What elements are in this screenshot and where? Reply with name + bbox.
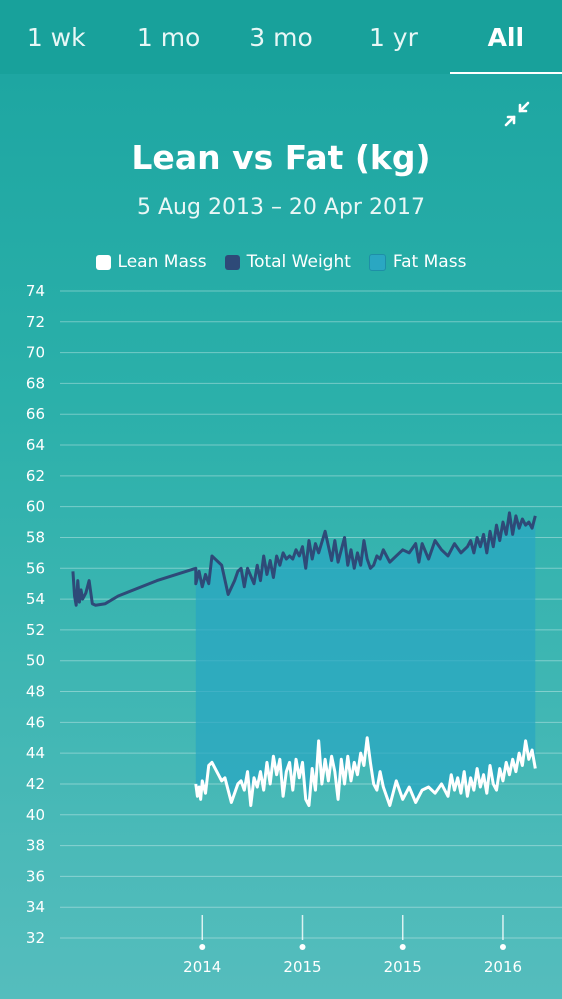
y-tick-label: 72	[26, 313, 45, 331]
legend-fat-mass: Fat Mass	[368, 252, 467, 272]
y-tick-label: 56	[26, 559, 45, 577]
chart-date-range: 5 Aug 2013 – 20 Apr 2017	[137, 195, 425, 220]
y-tick-label: 52	[26, 621, 45, 639]
x-tick-label: 2015	[283, 958, 321, 976]
x-tick-dot	[499, 944, 506, 950]
y-tick-label: 68	[26, 374, 45, 392]
x-tick-label: 2016	[484, 958, 522, 976]
chart-title: Lean vs Fat (kg)	[131, 138, 431, 177]
total-weight-line	[71, 511, 537, 607]
collapse-arrows-icon[interactable]	[500, 97, 534, 131]
x-tick-dot	[299, 944, 306, 950]
y-tick-label: 32	[26, 929, 45, 947]
tab-1mo[interactable]: 1 mo	[136, 22, 201, 52]
y-tick-label: 38	[26, 837, 45, 855]
y-tick-label: 58	[26, 528, 45, 546]
legend-lean-mass: Lean Mass	[95, 252, 207, 272]
tab-1wk[interactable]: 1 wk	[26, 22, 86, 52]
legend-label-fat: Fat Mass	[392, 252, 467, 272]
x-tick-dot	[199, 944, 206, 950]
legend-swatch-fat	[368, 253, 386, 271]
legend-swatch-lean	[95, 254, 111, 270]
tab-all[interactable]: All	[449, 0, 562, 74]
y-tick-label: 62	[26, 467, 45, 485]
fat-mass-area	[195, 512, 536, 806]
y-tick-label: 44	[26, 744, 45, 762]
y-tick-label: 60	[26, 498, 45, 516]
legend-label-lean: Lean Mass	[117, 252, 207, 272]
y-tick-label: 74	[26, 282, 45, 300]
y-tick-label: 70	[26, 344, 45, 362]
legend-swatch-total	[224, 254, 240, 270]
y-tick-label: 46	[26, 713, 45, 731]
y-tick-label: 54	[26, 590, 45, 608]
y-tick-label: 50	[26, 652, 45, 670]
y-tick-label: 42	[26, 775, 45, 793]
legend-total-weight: Total Weight	[224, 252, 351, 272]
legend-label-total: Total Weight	[246, 252, 351, 272]
x-tick-dot	[399, 944, 406, 950]
x-tick-label: 2014	[183, 958, 221, 976]
y-tick-label: 48	[26, 683, 45, 701]
x-tick-label: 2015	[384, 958, 422, 976]
tab-3mo[interactable]: 3 mo	[249, 22, 313, 52]
y-tick-label: 66	[26, 405, 45, 423]
y-tick-label: 34	[26, 898, 45, 916]
tab-1yr[interactable]: 1 yr	[368, 22, 418, 52]
lean-mass-line	[194, 736, 537, 808]
y-tick-label: 36	[26, 867, 45, 885]
chart-legend: Lean Mass Total Weight Fat Mass	[0, 252, 562, 272]
y-tick-label: 40	[26, 806, 45, 824]
y-tick-label: 64	[26, 436, 45, 454]
time-range-tabs: 1 wk 1 mo 3 mo 1 yr All	[0, 0, 562, 74]
